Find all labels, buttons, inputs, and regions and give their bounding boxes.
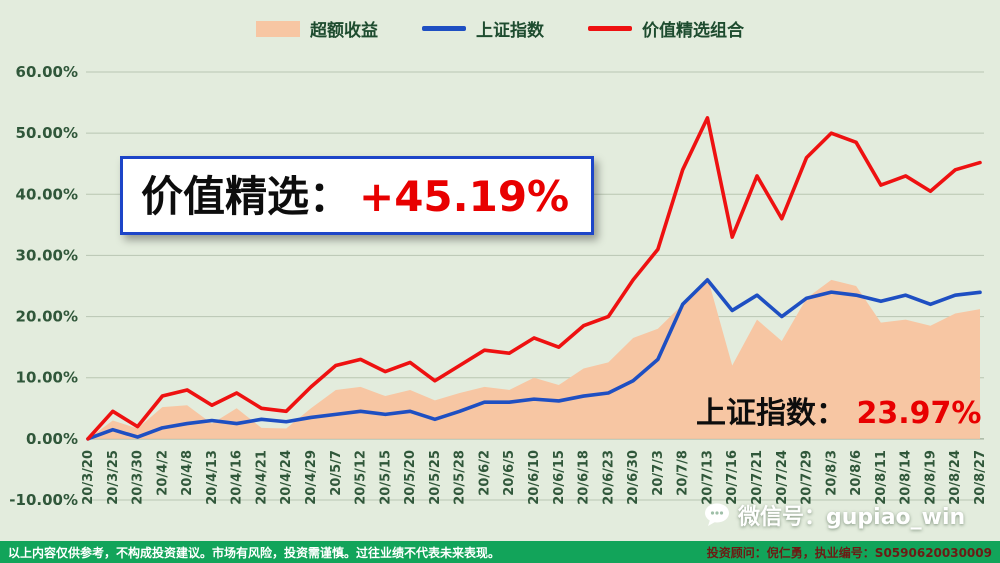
x-axis-tick-label: 20/5/20: [403, 450, 418, 505]
legend-label-value-select: 价值精选组合: [642, 21, 744, 41]
x-axis-tick-label: 20/6/18: [577, 450, 592, 505]
x-axis-tick-label: 20/4/13: [205, 450, 220, 505]
legend-item-excess-return: 超额收益: [256, 16, 378, 41]
watermark-text: 微信号：gupiao_win: [738, 505, 966, 530]
shanghai-index-callout: 上证指数： 23.97%: [696, 388, 981, 432]
x-axis-tick-label: 20/8/11: [874, 450, 889, 505]
x-axis-tick-label: 20/3/30: [131, 450, 146, 505]
y-axis-tick-label: 40.00%: [16, 185, 78, 203]
chart-legend: 超额收益 上证指数 价值精选组合: [0, 16, 1000, 41]
x-axis-tick-label: 20/5/28: [453, 450, 468, 505]
x-axis-tick-label: 20/3/25: [106, 450, 121, 505]
x-axis-tick-label: 20/8/3: [824, 450, 839, 496]
shanghai-index-swatch: [422, 26, 466, 31]
x-axis-tick-label: 20/5/25: [428, 450, 443, 505]
x-axis-tick-label: 20/3/20: [81, 450, 96, 505]
x-axis-tick-label: 20/6/5: [502, 450, 517, 496]
excess-return-area: [88, 276, 980, 439]
x-axis-tick-label: 20/8/27: [973, 450, 988, 505]
y-axis-tick-label: 50.00%: [16, 124, 78, 142]
x-axis-tick-label: 20/7/13: [700, 450, 715, 505]
disclaimer-text: 以上内容仅供参考，不构成投资建议。市场有风险，投资需谨慎。过往业绩不代表未来表现…: [8, 545, 501, 560]
x-axis-tick-label: 20/7/21: [750, 450, 765, 505]
advisor-info-text: 投资顾问：倪仁勇，执业编号：S0590620030009: [706, 545, 992, 560]
x-axis-tick-label: 20/5/7: [329, 450, 344, 496]
x-axis-tick-label: 20/4/24: [279, 450, 294, 505]
x-axis-tick-label: 20/6/23: [601, 450, 616, 505]
y-axis-tick-label: 10.00%: [16, 369, 78, 387]
x-axis-tick-label: 20/7/16: [725, 450, 740, 505]
shanghai-callout-label: 上证指数：: [696, 396, 846, 431]
x-axis-tick-label: 20/8/14: [899, 450, 914, 505]
x-axis-tick-label: 20/5/15: [378, 450, 393, 505]
y-axis-tick-label: -10.00%: [9, 491, 78, 509]
x-axis-tick-label: 20/8/6: [849, 450, 864, 496]
x-axis-tick-label: 20/4/8: [180, 450, 195, 496]
legend-label-shanghai-index: 上证指数: [476, 21, 544, 41]
legend-item-shanghai-index: 上证指数: [422, 16, 544, 41]
value-select-callout: 价值精选： +45.19%: [120, 156, 595, 235]
x-axis-tick-label: 20/6/2: [477, 450, 492, 496]
x-axis-tick-label: 20/6/10: [527, 450, 542, 505]
x-axis-tick-label: 20/4/21: [254, 450, 269, 505]
shanghai-index-line: [86, 278, 982, 441]
x-axis-tick-label: 20/7/29: [800, 450, 815, 505]
x-axis-tick-label: 20/4/2: [155, 450, 170, 496]
callout-value: +45.19%: [359, 172, 570, 221]
value-select-swatch: [588, 26, 632, 31]
y-axis-tick-label: 20.00%: [16, 308, 78, 326]
x-axis-tick-label: 20/6/30: [626, 450, 641, 505]
wechat-chat-bubble-icon: [704, 503, 730, 527]
x-axis-tick-label: 20/7/3: [651, 450, 666, 496]
x-axis-tick-label: 20/4/29: [304, 450, 319, 505]
y-axis-tick-label: 60.00%: [16, 63, 78, 81]
x-axis-tick-label: 20/8/19: [923, 450, 938, 505]
wechat-watermark: 微信号：gupiao_win: [704, 499, 965, 531]
x-axis-tick-label: 20/8/24: [948, 450, 963, 505]
legend-label-excess-return: 超额收益: [310, 21, 378, 41]
shanghai-callout-value: 23.97%: [856, 396, 982, 431]
x-axis-tick-label: 20/7/24: [775, 450, 790, 505]
callout-label: 价值精选：: [141, 172, 352, 221]
legend-item-value-select: 价值精选组合: [588, 16, 744, 41]
x-axis-tick-label: 20/7/8: [676, 450, 691, 496]
excess-return-swatch: [256, 20, 300, 37]
y-axis-tick-label: 30.00%: [16, 246, 78, 264]
x-axis-tick-label: 20/4/16: [230, 450, 245, 505]
footer-bar: 以上内容仅供参考，不构成投资建议。市场有风险，投资需谨慎。过往业绩不代表未来表现…: [0, 541, 1000, 563]
x-axis-tick-label: 20/6/15: [552, 450, 567, 505]
value-select-line: [86, 116, 982, 441]
x-axis-tick-label: 20/5/12: [354, 450, 369, 505]
y-axis-tick-label: 0.00%: [26, 430, 78, 448]
